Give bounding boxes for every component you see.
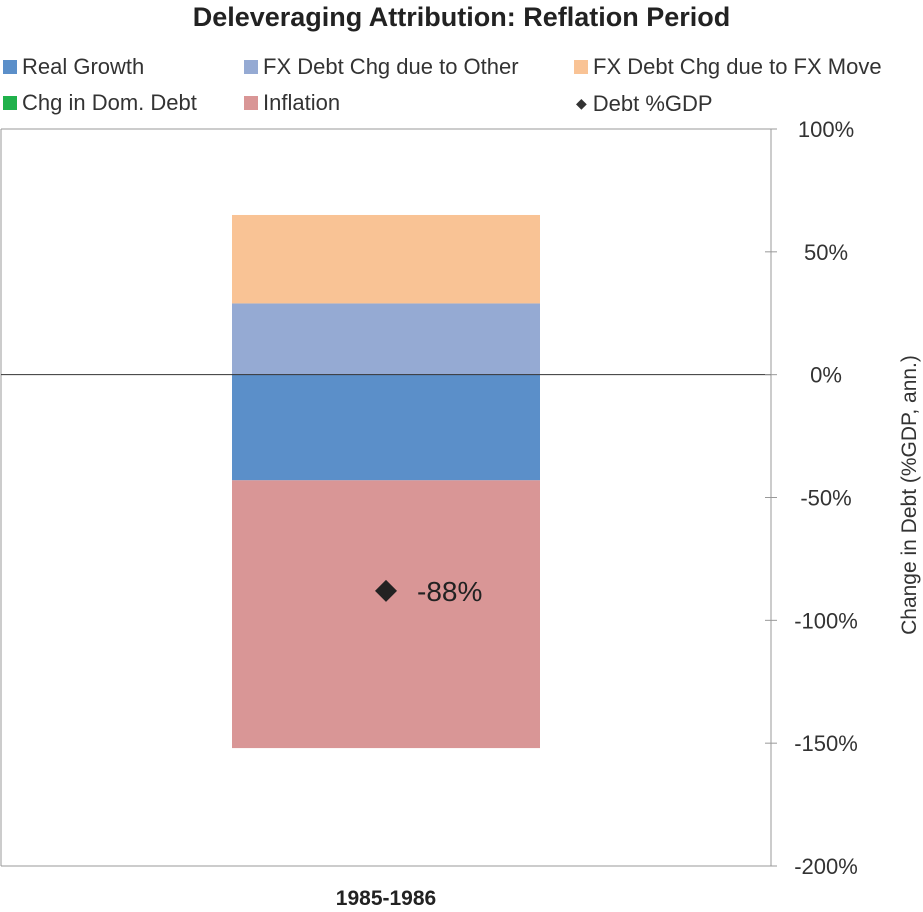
legend-label-dom-debt: Chg in Dom. Debt — [22, 90, 197, 115]
bar-segment-fx-debt-chg-due-to-other — [232, 303, 540, 375]
chart-title: Deleveraging Attribution: Reflation Peri… — [192, 2, 731, 32]
bar-segment-fx-debt-chg-due-to-fx-move — [232, 214, 540, 304]
bar-segment-inflation — [232, 480, 540, 749]
bar-segment-real-growth — [232, 374, 540, 481]
legend-item-fx-debt-fx-move[interactable]: FX Debt Chg due to FX Move — [574, 54, 882, 80]
y-tick-label: -150% — [794, 731, 858, 756]
legend-item-real-growth[interactable]: Real Growth — [3, 54, 144, 80]
y-axis-label: Change in Debt (%GDP, ann.) — [898, 355, 921, 635]
legend-item-inflation[interactable]: Inflation — [244, 90, 340, 116]
y-tick-label: -200% — [794, 854, 858, 879]
legend-label-inflation: Inflation — [263, 90, 341, 115]
y-tick-label: 100% — [798, 117, 854, 142]
legend-label-real-growth: Real Growth — [22, 54, 145, 79]
debt-gdp-marker — [375, 579, 397, 602]
legend-label-fx-debt-other: FX Debt Chg due to Other — [263, 54, 519, 79]
y-tick-label: 0% — [810, 363, 842, 388]
legend-swatch-real-growth — [3, 60, 17, 74]
y-tick-label: -100% — [794, 608, 858, 633]
legend-swatch-inflation — [244, 96, 258, 110]
y-tick-label: 50% — [804, 240, 848, 265]
legend-marker-debt-gdp: ◆ — [576, 95, 587, 111]
legend-item-dom-debt[interactable]: Chg in Dom. Debt — [3, 90, 197, 116]
x-category-label: 1985-1986 — [335, 887, 437, 910]
legend-item-debt-gdp[interactable]: ◆ Debt %GDP — [576, 90, 713, 117]
debt-gdp-data-label: -88% — [417, 576, 482, 607]
legend-label-fx-debt-fx-move: FX Debt Chg due to FX Move — [593, 54, 882, 79]
legend-label-debt-gdp: Debt %GDP — [592, 91, 713, 116]
legend-swatch-fx-debt-fx-move — [574, 60, 588, 74]
legend-swatch-fx-debt-other — [244, 60, 258, 74]
legend-item-fx-debt-other[interactable]: FX Debt Chg due to Other — [244, 54, 519, 80]
legend-swatch-dom-debt — [3, 96, 17, 110]
y-tick-label: -50% — [800, 486, 851, 511]
